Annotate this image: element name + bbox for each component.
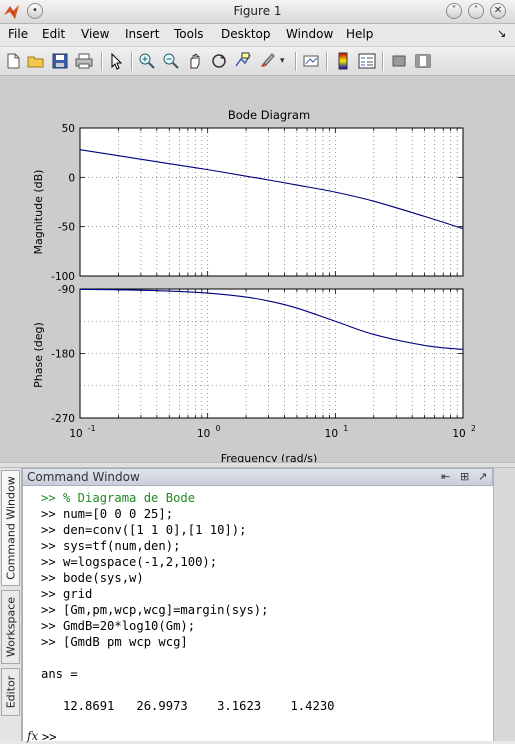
- command-window-output[interactable]: >> % Diagrama de Bode >> num=[0 0 0 25]; >…: [22, 486, 493, 741]
- matlab-logo-icon: [4, 5, 19, 19]
- figure-toolbar: ▾: [0, 46, 515, 76]
- plot-title: Bode Diagram: [228, 108, 310, 122]
- y-tick-label: -270: [51, 413, 75, 425]
- axes-frame: [79, 127, 464, 277]
- tab-workspace[interactable]: Workspace: [1, 590, 20, 664]
- x-tick-exponent: 0: [216, 424, 221, 433]
- pan-hand-icon[interactable]: [186, 52, 204, 70]
- command-line: >> % Diagrama de Bode: [41, 491, 196, 505]
- chevron-down-icon[interactable]: ˅: [446, 3, 462, 19]
- chevron-down-icon[interactable]: ▾: [280, 56, 285, 66]
- command-line: >> num=[0 0 0 25];: [41, 507, 174, 521]
- menu-tools[interactable]: Tools: [174, 27, 204, 41]
- minimize-icon[interactable]: ⇤: [441, 470, 451, 483]
- magnitude-axes[interactable]: 50 0 -50 -100: [51, 123, 464, 283]
- phase-y-axis-label: Phase (deg): [32, 322, 45, 388]
- new-file-icon[interactable]: [4, 52, 22, 70]
- menu-file[interactable]: File: [8, 27, 29, 41]
- menu-desktop[interactable]: Desktop: [221, 27, 271, 41]
- command-window-header: Command Window ⇤ ⊞ ↗: [22, 468, 493, 486]
- y-tick-label: 0: [68, 172, 75, 184]
- maximize-icon[interactable]: ⊞: [460, 470, 470, 483]
- command-line: ans =: [41, 667, 78, 681]
- x-tick-exponent: 2: [471, 424, 476, 433]
- window-title: Figure 1: [233, 4, 282, 18]
- pane-splitter[interactable]: [0, 462, 515, 468]
- tab-command-window[interactable]: Command Window: [1, 470, 20, 586]
- legend-icon[interactable]: [358, 52, 376, 70]
- show-plot-tools-icon[interactable]: [414, 52, 432, 70]
- zoom-out-icon[interactable]: [162, 52, 180, 70]
- save-icon[interactable]: [51, 52, 69, 70]
- undock-arrow-icon[interactable]: ↗: [478, 470, 488, 483]
- menu-window[interactable]: Window: [286, 27, 334, 41]
- fx-icon[interactable]: fx: [27, 729, 39, 743]
- link-plot-icon[interactable]: [302, 52, 320, 70]
- pointer-icon[interactable]: [107, 52, 125, 70]
- command-line: >> [Gm,pm,wcp,wcg]=margin(sys);: [41, 603, 269, 617]
- open-folder-icon[interactable]: [27, 52, 45, 70]
- magnitude-curve: [79, 149, 464, 230]
- command-window-title: Command Window: [27, 470, 140, 484]
- x-tick-exponent: -1: [88, 424, 96, 433]
- command-line: >> [GmdB pm wcp wcg]: [41, 635, 188, 649]
- command-line: >> w=logspace(-1,2,100);: [41, 555, 218, 569]
- zoom-in-icon[interactable]: [138, 52, 156, 70]
- hide-plot-tools-icon[interactable]: [390, 52, 408, 70]
- magnitude-y-axis-label: Magnitude (dB): [32, 170, 45, 255]
- brush-icon[interactable]: [258, 52, 276, 70]
- x-tick-label: 10: [197, 428, 210, 440]
- tab-editor[interactable]: Editor: [1, 668, 20, 716]
- figure-area: Bode Diagram 50 0 -50 -100 -90 -180 -270 10 -1 1…: [0, 76, 515, 462]
- y-tick-label: -50: [58, 222, 75, 234]
- x-tick-label: 10: [69, 428, 82, 440]
- menu-bar: File Edit View Insert Tools Desktop Wind…: [0, 24, 515, 45]
- y-tick-label: -90: [58, 284, 75, 296]
- undock-arrow-icon[interactable]: ↘: [497, 27, 507, 40]
- toolbar-separator: [382, 52, 384, 71]
- y-tick-label: -100: [51, 271, 75, 283]
- menu-view[interactable]: View: [81, 27, 110, 41]
- plot-background: [80, 289, 463, 418]
- colorbar-icon[interactable]: [334, 52, 352, 70]
- toolbar-separator: [295, 52, 297, 71]
- chevron-up-icon[interactable]: ˄: [468, 3, 484, 19]
- phase-axes[interactable]: -90 -180 -270 10 -1 10 0 10 1 10 2: [51, 284, 476, 440]
- y-tick-label: 50: [62, 123, 75, 135]
- toolbar-separator: [101, 52, 103, 71]
- rotate-3d-icon[interactable]: [210, 52, 228, 70]
- print-icon[interactable]: [75, 52, 93, 70]
- right-pane: [493, 468, 515, 741]
- command-line: 12.8691 26.9973 3.1623 1.4230: [41, 699, 335, 713]
- window-menu-button[interactable]: •: [27, 3, 43, 19]
- toolbar-separator: [326, 52, 328, 71]
- x-axis-label: Frequency (rad/s): [221, 452, 318, 462]
- y-tick-label: -180: [51, 349, 75, 361]
- axes-frame: [79, 288, 464, 419]
- menu-help[interactable]: Help: [346, 27, 374, 41]
- plot-background: [80, 128, 463, 276]
- command-line: >> sys=tf(num,den);: [41, 539, 181, 553]
- phase-curve: [79, 288, 464, 350]
- window-titlebar: • Figure 1 ˅ ˄ ✕: [0, 0, 515, 24]
- data-cursor-icon[interactable]: [234, 52, 252, 70]
- x-tick-label: 10: [452, 428, 465, 440]
- command-prompt[interactable]: >>: [42, 730, 57, 744]
- desktop-side-tabs: Command Window Workspace Editor: [0, 468, 22, 741]
- command-line: >> grid: [41, 587, 93, 601]
- menu-insert[interactable]: Insert: [125, 27, 160, 41]
- command-line: >> den=conv([1 1 0],[1 10]);: [41, 523, 247, 537]
- command-line: >> bode(sys,w): [41, 571, 144, 585]
- close-icon[interactable]: ✕: [490, 3, 506, 19]
- menu-edit[interactable]: Edit: [42, 27, 66, 41]
- x-tick-exponent: 1: [343, 424, 348, 433]
- toolbar-separator: [131, 52, 133, 71]
- x-tick-label: 10: [325, 428, 338, 440]
- command-line: >> GmdB=20*log10(Gm);: [41, 619, 196, 633]
